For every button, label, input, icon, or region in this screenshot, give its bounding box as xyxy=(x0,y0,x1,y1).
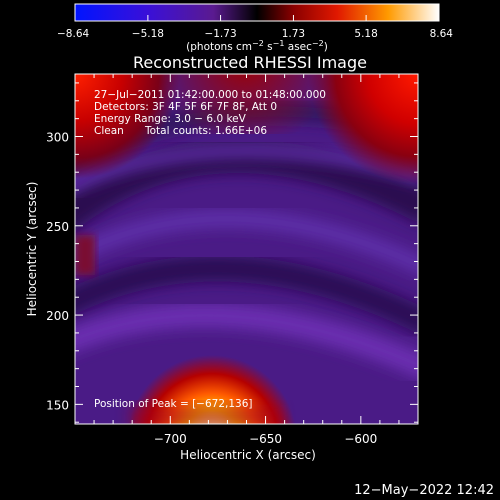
colorbar-gradient xyxy=(74,3,440,22)
x-tick-label: −650 xyxy=(249,432,282,446)
y-tick-label: 150 xyxy=(46,398,69,412)
colorbar: −8.64 −5.18 −1.73 1.73 5.18 8.64 (photons cm−… xyxy=(57,3,453,53)
colorbar-tick-label: −8.64 xyxy=(57,28,89,40)
colorbar-tick-label: −1.73 xyxy=(204,28,236,40)
y-tick-label: 300 xyxy=(46,131,69,145)
colorbar-ticks: −8.64 −5.18 −1.73 1.73 5.18 8.64 xyxy=(57,15,453,40)
heatmap-image xyxy=(75,74,418,424)
time-range-text: 27−Jul−2011 01:42:00.000 to 01:48:00.000 xyxy=(94,89,326,101)
unit-exp-1: −2 xyxy=(252,39,264,48)
unit-exp-3: −2 xyxy=(312,39,324,48)
energy-range-text: Energy Range: 3.0 − 6.0 keV xyxy=(94,113,247,125)
detectors-text: Detectors: 3F 4F 5F 6F 7F 8F, Att 0 xyxy=(94,101,277,113)
unit-part-3: asec xyxy=(284,41,312,53)
colorbar-tick-label: −5.18 xyxy=(132,28,164,40)
colorbar-tick-label: 5.18 xyxy=(354,28,377,40)
peak-position-text: Position of Peak = [−672,136] xyxy=(94,398,253,410)
unit-part-1: (photons cm xyxy=(186,41,252,53)
peak-source xyxy=(75,74,418,424)
bottom-glow xyxy=(130,405,280,424)
total-counts-text: Total counts: 1.66E+06 xyxy=(144,125,267,137)
annotations: 27−Jul−2011 01:42:00.000 to 01:48:00.000… xyxy=(94,89,326,410)
chart-title: Reconstructed RHESSI Image xyxy=(133,53,367,72)
y-axis-label: Heliocentric Y (arcsec) xyxy=(25,182,39,317)
unit-exp-2: −1 xyxy=(273,39,285,48)
y-tick-label: 200 xyxy=(46,309,69,323)
colorbar-tick-label: 8.64 xyxy=(430,28,454,40)
x-axis-label: Heliocentric X (arcsec) xyxy=(180,448,316,462)
y-axis-ticks: 150 200 250 300 xyxy=(46,82,418,423)
x-axis-ticks: −700 −650 −600 xyxy=(74,74,419,446)
colorbar-tick-label: 1.73 xyxy=(282,28,305,40)
x-tick-label: −600 xyxy=(344,432,377,446)
unit-part-2: s xyxy=(264,41,273,53)
method-text: Clean xyxy=(94,125,124,137)
colorbar-unit-label: (photons cm−2 s−1 asec−2) xyxy=(186,39,328,53)
footer-date: 12−May−2022 12:42 xyxy=(354,483,494,498)
unit-part-4: ) xyxy=(324,41,328,53)
y-tick-label: 250 xyxy=(46,220,69,234)
x-tick-label: −700 xyxy=(154,432,187,446)
